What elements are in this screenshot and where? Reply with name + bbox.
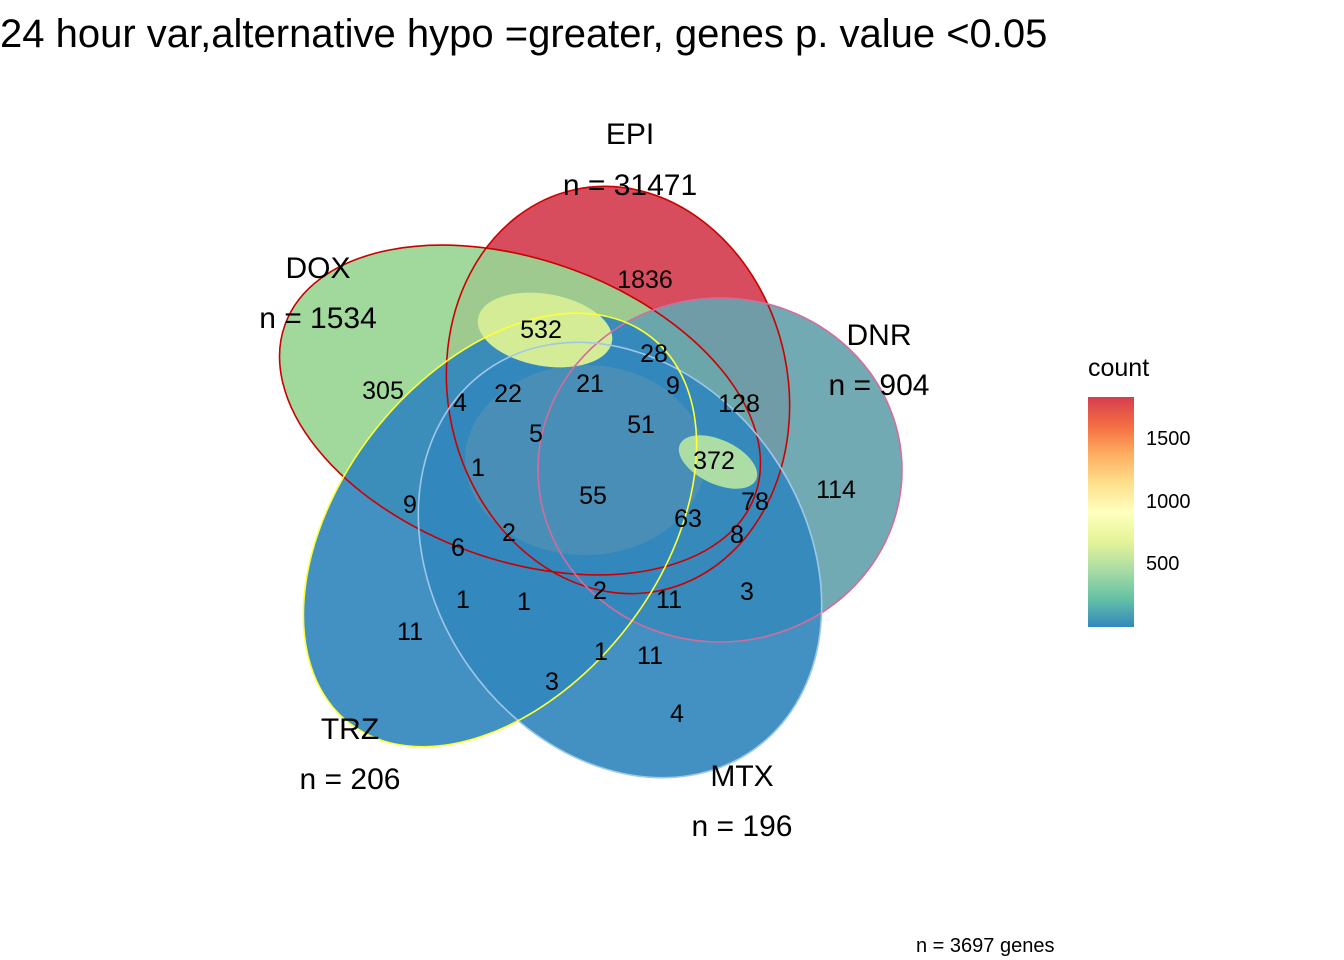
region-count-label: 532 [520, 316, 562, 344]
set-size-mtx: n = 196 [692, 810, 793, 843]
region-count-label: 78 [741, 488, 769, 516]
region-count-label: 55 [579, 482, 607, 510]
region-count-label: 8 [730, 521, 744, 549]
region-count-label: 2 [502, 519, 516, 547]
region-count-label: 1 [456, 586, 470, 614]
legend-title: count [1088, 354, 1150, 382]
region-count-label: 5 [529, 420, 543, 448]
region-count-label: 11 [397, 618, 423, 646]
region-count-label: 1836 [617, 266, 673, 294]
set-outline-dox [278, 244, 762, 576]
chart-title: 24 hour var,alternative hypo =greater, g… [0, 12, 1048, 56]
region-count-label: 4 [453, 389, 467, 417]
venn-fills [279, 186, 902, 778]
set-size-epi: n = 31471 [563, 169, 697, 202]
set-size-dnr: n = 904 [829, 369, 930, 402]
center-overlap-fill [465, 365, 705, 555]
set-name-dnr: DNR [847, 319, 912, 352]
legend-tick [1134, 439, 1142, 441]
region-count-label: 1 [594, 638, 608, 666]
set-outline-mtx [417, 341, 823, 779]
legend-tick [1134, 501, 1142, 503]
set-name-dox: DOX [285, 252, 350, 285]
region-count-label: 3 [545, 668, 559, 696]
set-size-dox: n = 1534 [259, 302, 377, 335]
region-count-label: 11 [637, 642, 663, 670]
set-name-trz: TRZ [321, 713, 379, 746]
set-outline-dnr [537, 297, 903, 643]
region-count-label: 128 [718, 390, 760, 418]
color-legend: count 500 1000 1500 [1086, 352, 1226, 642]
set-outline-trz [302, 312, 698, 748]
legend-tick-label: 1000 [1146, 490, 1191, 513]
legend-tick-label: 1500 [1146, 428, 1191, 451]
region-count-label: 21 [576, 370, 604, 398]
gene-count-caption: n = 3697 genes [916, 935, 1055, 957]
region-count-label: 9 [666, 372, 680, 400]
set-outline-epi [445, 185, 791, 595]
set-name-epi: EPI [606, 118, 654, 151]
region-count-label: 28 [640, 340, 668, 368]
set-labels: EPI n = 31471 DNR n = 904 MTX n = 196 TRZ n = 2… [259, 118, 929, 843]
region-count-label: 4 [670, 700, 684, 728]
epi-dox-dnr-overlap-fill [678, 435, 758, 489]
region-count-label: 63 [674, 505, 702, 533]
legend-tick [1134, 564, 1142, 566]
legend-tick-label: 500 [1146, 553, 1180, 576]
region-count-label: 22 [494, 380, 522, 408]
region-count-label: 2 [593, 577, 607, 605]
region-labels: 1836114411305532128289212245372515563788… [362, 266, 856, 728]
region-count-label: 1 [517, 588, 531, 616]
region-count-label: 6 [451, 534, 465, 562]
region-count-label: 3 [740, 578, 754, 606]
region-count-label: 114 [816, 476, 856, 504]
venn-outlines [278, 185, 903, 779]
region-count-label: 372 [693, 447, 735, 475]
region-count-label: 9 [403, 491, 417, 519]
region-count-label: 51 [627, 411, 655, 439]
region-count-label: 1 [471, 454, 485, 482]
region-count-label: 305 [362, 377, 404, 405]
epi-dox-overlap-fill [477, 292, 613, 368]
region-count-label: 11 [656, 586, 682, 614]
set-size-trz: n = 206 [300, 763, 401, 796]
set-name-mtx: MTX [710, 760, 773, 793]
legend-colorbar [1088, 397, 1134, 627]
